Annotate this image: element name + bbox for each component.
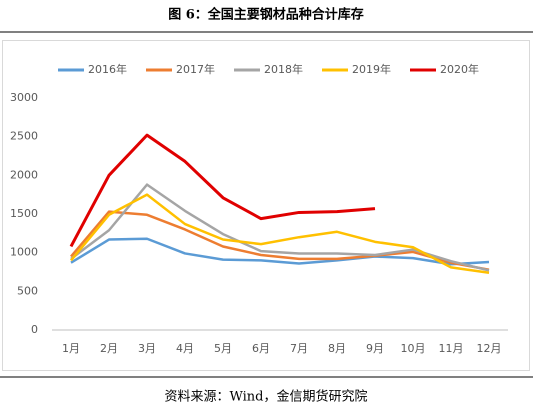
x-tick-label: 10月 — [401, 342, 426, 355]
legend-label: 2018年 — [264, 62, 303, 76]
series-line — [70, 193, 490, 275]
y-tick-label: 1000 — [10, 246, 38, 259]
x-tick-label: 3月 — [138, 342, 156, 355]
y-tick-label: 3000 — [10, 91, 38, 104]
series-line — [69, 133, 376, 248]
y-tick-label: 0 — [31, 323, 38, 336]
legend-label: 2019年 — [352, 62, 391, 76]
source: 资料来源：Wind，金信期货研究院 — [165, 389, 368, 405]
x-tick-label: 5月 — [214, 342, 232, 355]
legend-label: 2020年 — [440, 62, 479, 76]
x-tick-label: 11月 — [439, 342, 464, 355]
series-line — [70, 237, 490, 266]
x-tick-label: 12月 — [477, 342, 502, 355]
x-tick-label: 2月 — [100, 342, 118, 355]
x-tick-label: 1月 — [62, 342, 80, 355]
x-tick-label: 4月 — [176, 342, 194, 355]
series-line — [70, 210, 490, 271]
y-tick-label: 2000 — [10, 168, 38, 181]
legend-label: 2016年 — [88, 62, 127, 76]
y-tick-label: 1500 — [10, 207, 38, 220]
chart-title: 图 6：全国主要钢材品种合计库存 — [168, 7, 364, 23]
x-tick-label: 7月 — [290, 342, 308, 355]
y-tick-label: 500 — [17, 284, 38, 297]
legend-label: 2017年 — [176, 62, 215, 76]
y-tick-label: 2500 — [10, 130, 38, 143]
x-tick-label: 6月 — [252, 342, 270, 355]
x-tick-label: 9月 — [366, 342, 384, 355]
x-tick-label: 8月 — [328, 342, 346, 355]
chart-frame — [2, 40, 530, 371]
